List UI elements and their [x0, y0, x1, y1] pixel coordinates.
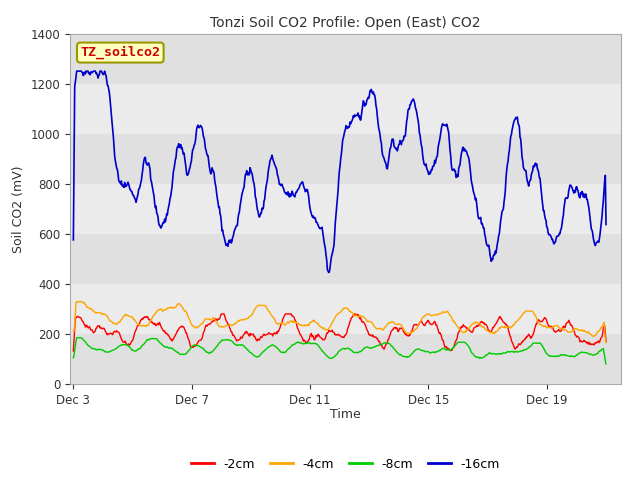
-16cm: [74, 68, 81, 74]
-4cm: [380, 326, 387, 332]
-16cm: [410, 98, 418, 104]
Title: Tonzi Soil CO2 Profile: Open (East) CO2: Tonzi Soil CO2 Profile: Open (East) CO2: [211, 16, 481, 30]
-8cm: [529, 341, 536, 347]
-4cm: [70, 328, 77, 334]
-8cm: [410, 349, 417, 355]
Bar: [70, 184, 621, 234]
Line: -8cm: -8cm: [74, 338, 606, 364]
-8cm: [103, 349, 111, 355]
Text: TZ_soilco2: TZ_soilco2: [80, 46, 160, 59]
Line: -16cm: -16cm: [74, 71, 606, 273]
Bar: [70, 134, 621, 184]
-8cm: [380, 340, 387, 346]
-16cm: [70, 237, 77, 243]
-2cm: [380, 346, 387, 351]
-2cm: [602, 339, 610, 345]
Bar: [70, 334, 621, 384]
-4cm: [410, 329, 417, 335]
-4cm: [394, 322, 401, 327]
-2cm: [70, 348, 77, 354]
-16cm: [475, 216, 483, 222]
Legend: -2cm, -4cm, -8cm, -16cm: -2cm, -4cm, -8cm, -16cm: [186, 453, 505, 476]
-2cm: [218, 311, 225, 317]
-2cm: [102, 329, 110, 335]
-8cm: [394, 349, 401, 355]
Bar: [70, 234, 621, 284]
-2cm: [394, 326, 401, 332]
-16cm: [529, 163, 537, 169]
Y-axis label: Soil CO2 (mV): Soil CO2 (mV): [12, 165, 26, 252]
Bar: [70, 84, 621, 134]
-8cm: [474, 354, 482, 360]
Bar: [70, 34, 621, 84]
-2cm: [529, 332, 536, 338]
-8cm: [602, 361, 610, 367]
-16cm: [325, 270, 333, 276]
-4cm: [602, 340, 610, 346]
X-axis label: Time: Time: [330, 408, 361, 421]
-4cm: [529, 308, 536, 314]
Bar: [70, 284, 621, 334]
-4cm: [474, 321, 482, 327]
-16cm: [103, 77, 111, 83]
Line: -2cm: -2cm: [74, 314, 606, 351]
-8cm: [73, 335, 81, 341]
-4cm: [103, 313, 111, 319]
Line: -4cm: -4cm: [74, 301, 606, 343]
-16cm: [380, 156, 388, 161]
-16cm: [602, 222, 610, 228]
-8cm: [70, 355, 77, 360]
-2cm: [474, 324, 482, 329]
-4cm: [76, 299, 83, 304]
-2cm: [410, 324, 417, 329]
-16cm: [394, 145, 402, 151]
